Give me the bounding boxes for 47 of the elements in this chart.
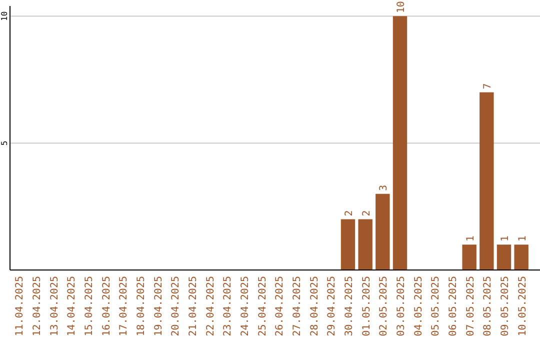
x-tick-label: 09.05.2025	[500, 276, 511, 336]
x-tick-label: 15.04.2025	[84, 276, 95, 336]
bar	[462, 244, 476, 270]
x-tick-label: 02.05.2025	[378, 276, 390, 336]
x-tick-label: 01.05.2025	[361, 276, 372, 336]
bar	[496, 244, 512, 270]
x-tick-label: 27.04.2025	[292, 276, 303, 336]
x-tick-label: 16.04.2025	[101, 276, 112, 336]
x-tick-label: 26.04.2025	[274, 276, 286, 336]
data-label: 1	[517, 236, 528, 242]
x-tick-label: 21.04.2025	[188, 276, 199, 336]
x-tick-label: 11.04.2025	[14, 276, 26, 336]
x-tick-label: 19.04.2025	[153, 276, 164, 336]
data-label: 10	[396, 1, 407, 14]
bar	[340, 219, 356, 270]
x-tick-label: 25.04.2025	[257, 276, 268, 336]
x-tick-label: 13.04.2025	[49, 276, 60, 336]
bar	[480, 92, 494, 270]
x-tick-label: 29.04.2025	[326, 276, 338, 336]
y-tick-label: 5	[0, 140, 9, 146]
x-tick-label: 04.05.2025	[413, 276, 424, 336]
bar	[358, 219, 372, 270]
x-tick-label: 10.05.2025	[517, 276, 528, 336]
x-tick-label: 24.04.2025	[240, 276, 251, 336]
data-label: 2	[361, 210, 372, 216]
bar	[376, 194, 390, 270]
data-label: 3	[378, 184, 390, 191]
x-tick-label: 28.04.2025	[309, 276, 320, 336]
x-tick-label: 18.04.2025	[136, 276, 147, 336]
x-tick-label: 05.05.2025	[430, 276, 442, 336]
data-label: 1	[465, 236, 476, 242]
x-tick-label: 20.04.2025	[170, 276, 182, 336]
x-tick-label: 12.04.2025	[32, 276, 43, 336]
bar	[392, 16, 408, 270]
data-label: 1	[500, 236, 511, 242]
x-tick-label: 07.05.2025	[465, 276, 476, 336]
x-tick-label: 22.04.2025	[205, 276, 216, 336]
x-tick-label: 14.04.2025	[66, 276, 78, 336]
x-tick-label: 06.05.2025	[448, 276, 459, 336]
data-label: 2	[344, 210, 355, 216]
x-tick-label: 23.04.2025	[222, 276, 234, 336]
x-tick-label: 30.04.2025	[344, 276, 355, 336]
x-tick-label: 08.05.2025	[482, 276, 494, 336]
bar	[514, 244, 528, 270]
x-tick-label: 17.04.2025	[118, 276, 130, 336]
data-label: 7	[482, 83, 494, 90]
x-tick-label: 03.05.2025	[396, 276, 407, 336]
